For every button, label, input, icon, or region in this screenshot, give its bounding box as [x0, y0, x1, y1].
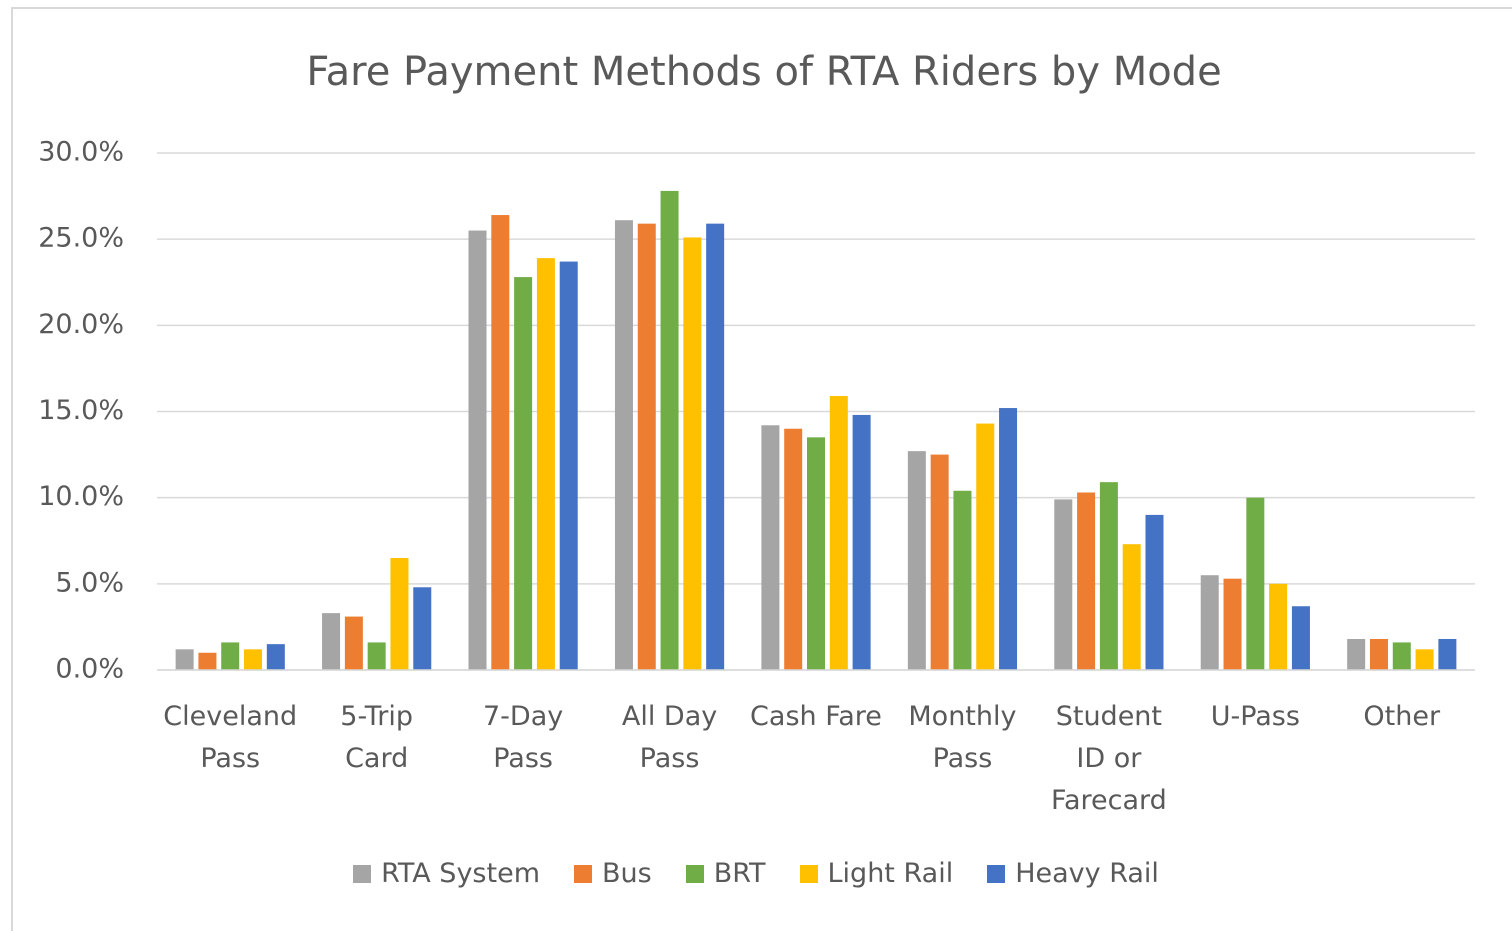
bar: [1347, 638, 1366, 670]
bar: [390, 557, 409, 670]
bar: [637, 223, 656, 670]
legend-swatch: [574, 864, 592, 883]
x-tick-label: Cash Fare: [750, 701, 882, 732]
y-tick-label: 30.0%: [38, 137, 124, 168]
legend-swatch: [353, 864, 372, 883]
legend-swatch: [987, 864, 1006, 883]
bar: [829, 395, 848, 670]
legend-swatch: [799, 864, 818, 883]
bar: [1415, 649, 1434, 670]
legend-item: Bus: [574, 858, 652, 889]
bar: [1077, 492, 1096, 670]
x-tick-label: 7-Day Pass: [482, 701, 564, 774]
bar: [1392, 642, 1411, 670]
bar: [930, 454, 949, 670]
bar: [1145, 514, 1164, 670]
legend-label: Light Rail: [827, 858, 954, 889]
bar: [536, 258, 555, 670]
y-tick-label: 15.0%: [38, 395, 124, 426]
legend-item: Light Rail: [799, 858, 954, 889]
y-tick-label: 5.0%: [55, 567, 124, 598]
bar: [367, 642, 386, 670]
bar: [244, 649, 263, 670]
bar: [1054, 499, 1073, 670]
bar: [322, 613, 341, 670]
x-tick-label: All Day Pass: [621, 701, 718, 774]
legend-item: Heavy Rail: [987, 858, 1159, 889]
legend-label: BRT: [713, 858, 766, 889]
bar: [660, 190, 679, 670]
bar: [784, 428, 803, 670]
bar: [1438, 638, 1457, 670]
legend: RTA System Bus BRT Light Rail Heavy Rail: [0, 858, 1512, 889]
chart-title: Fare Payment Methods of RTA Riders by Mo…: [306, 49, 1221, 95]
x-tick-label: Other: [1363, 701, 1441, 732]
x-tick-label: Cleveland Pass: [163, 701, 298, 774]
legend-label: Heavy Rail: [1015, 858, 1159, 889]
bar: [1122, 544, 1141, 670]
bar: [807, 437, 825, 670]
bar: [413, 587, 432, 670]
bar: [514, 277, 533, 670]
bar: [761, 425, 780, 670]
y-tick-label: 0.0%: [55, 654, 124, 685]
bar: [1099, 482, 1118, 670]
legend-label: Bus: [602, 858, 652, 889]
bar: [706, 223, 725, 670]
x-tick-label: Student ID or Farecard: [1050, 701, 1167, 816]
x-tick-label: U-Pass: [1210, 701, 1300, 732]
y-tick-label: 10.0%: [38, 481, 124, 512]
legend-item: RTA System: [353, 858, 540, 889]
bar: [1369, 638, 1388, 670]
bar: [852, 414, 871, 670]
x-tick-label: 5-Trip Card: [340, 701, 414, 774]
chart-frame: [11, 7, 1512, 931]
bar: [491, 215, 510, 671]
bar: [468, 230, 487, 671]
bar: [198, 652, 217, 670]
bar: [559, 261, 578, 670]
bar: [683, 237, 702, 670]
bar: [953, 490, 972, 670]
bar: [266, 644, 285, 670]
y-tick-label: 25.0%: [38, 223, 124, 254]
bar: [976, 423, 995, 670]
bar: [1223, 578, 1242, 670]
x-tick-label: Monthly Pass: [908, 701, 1017, 774]
legend-label: RTA System: [381, 858, 540, 889]
bar: [1200, 575, 1219, 670]
legend-item: BRT: [685, 858, 766, 889]
bar: [175, 649, 194, 670]
bar: [344, 616, 363, 670]
y-tick-label: 20.0%: [38, 309, 124, 340]
bar: [1246, 497, 1265, 670]
bar: [1269, 583, 1288, 670]
bar: [221, 642, 240, 670]
bar: [907, 451, 926, 670]
bar: [1291, 606, 1310, 670]
bar: [614, 220, 633, 670]
legend-swatch: [685, 864, 704, 883]
bar: [999, 408, 1018, 670]
